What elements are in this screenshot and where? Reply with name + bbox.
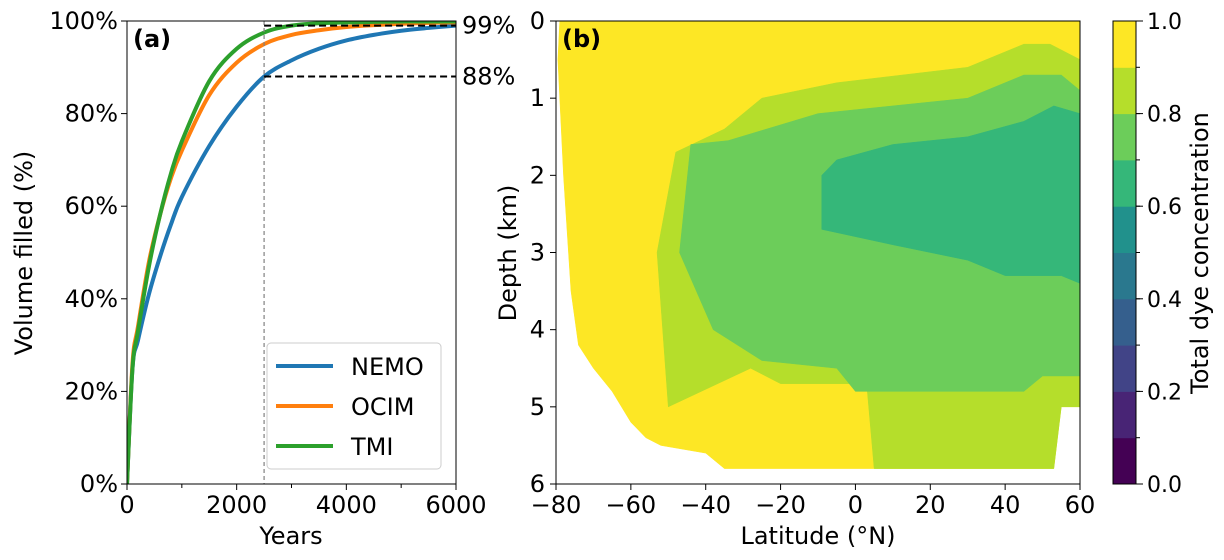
panel-a-y-axis-label: Volume filled (%) [10,151,38,356]
y-tick-label: 4 [530,316,545,344]
panel-a-y-ticks: 0% 20% 40% 60% 80% 100% [49,7,127,498]
y-tick-label: 3 [530,239,545,267]
panel-a: 99%88% 0 2000 4000 6000 0%20%40%60%80%100% … [10,7,515,550]
x-tick-label: 2000 [206,491,267,519]
y-tick-label: 6 [530,470,545,498]
panel-a-x-axis-label: Years [258,522,322,550]
x-tick-label: 40 [990,491,1021,519]
panel-b-label: (b) [562,25,601,53]
panel-b-x-axis-label: Latitude (°N) [740,522,895,550]
colorbar-band [1113,113,1136,161]
legend-box [266,342,442,470]
panel-b-y-ticks: 0 1 2 3 4 5 6 [530,7,556,498]
x-tick-label: 4000 [316,491,377,519]
colorbar-band [1113,159,1136,207]
colorbar-band [1113,21,1136,68]
colorbar-tick-label: 0.8 [1147,103,1182,128]
annotation-label: 99% [462,12,515,40]
y-tick-label: 20% [65,377,118,405]
series-line-nemo [127,23,456,484]
colorbar-band [1113,252,1136,300]
y-tick-label: 60% [65,192,118,220]
panel-a-label: (a) [133,25,171,53]
legend-label: NEMO [351,353,424,381]
annotation-label: 88% [462,63,515,91]
series-line-tmi [127,21,456,484]
y-tick-label: 0% [80,470,118,498]
x-tick-label: −80 [531,491,582,519]
y-tick-label: 2 [530,161,545,189]
y-tick-label: 100% [49,7,118,35]
legend: NEMO OCIM TMI [266,342,442,470]
colorbar-ticks: 0.0 0.2 0.4 0.6 0.8 1.0 [1136,10,1182,498]
y-tick-label: 80% [65,100,118,128]
legend-label: OCIM [351,393,414,421]
colorbar-bands [1113,21,1136,485]
colorbar: 0.0 0.2 0.4 0.6 0.8 1.0 Total dye concentrati… [1112,10,1214,498]
colorbar-band [1113,391,1136,439]
colorbar-band [1113,206,1136,253]
x-tick-label: 6000 [425,491,486,519]
colorbar-band [1113,67,1136,115]
y-tick-label: 0 [530,7,545,35]
x-tick-label: −20 [755,491,806,519]
colorbar-band [1113,437,1136,485]
panel-b: −80 −60 −40 −20 0 20 40 60 0 1 2 3 4 5 6 (b) Latitude… [494,7,1095,550]
legend-items: NEMO OCIM TMI [276,353,424,461]
colorbar-tick-label: 1.0 [1147,10,1182,35]
colorbar-tick-label: 0.6 [1147,195,1182,220]
colorbar-label: Total dye concentration [1186,112,1214,395]
colorbar-band [1113,298,1136,346]
concentration-region [821,105,1080,284]
colorbar-band [1113,345,1136,392]
y-tick-label: 5 [530,393,545,421]
panel-b-y-axis-label: Depth (km) [494,185,522,322]
x-tick-label: −40 [680,491,731,519]
y-tick-label: 40% [65,285,118,313]
x-tick-label: 0 [848,491,863,519]
panel-a-annotations: 99% 88% [263,12,515,484]
x-tick-label: 0 [119,491,134,519]
x-tick-label: 60 [1065,491,1096,519]
x-tick-label: 20 [915,491,946,519]
x-tick-label: −60 [606,491,657,519]
y-tick-label: 1 [530,84,545,112]
panel-b-heatmap [557,21,1080,469]
colorbar-tick-label: 0.4 [1147,288,1182,313]
panel-a-x-ticks: 0 2000 4000 6000 [119,484,487,519]
colorbar-tick-label: 0.0 [1147,473,1182,498]
legend-label: TMI [350,433,393,461]
colorbar-tick-label: 0.2 [1147,380,1182,405]
panel-b-x-ticks: −80 −60 −40 −20 0 20 40 60 [531,484,1096,519]
